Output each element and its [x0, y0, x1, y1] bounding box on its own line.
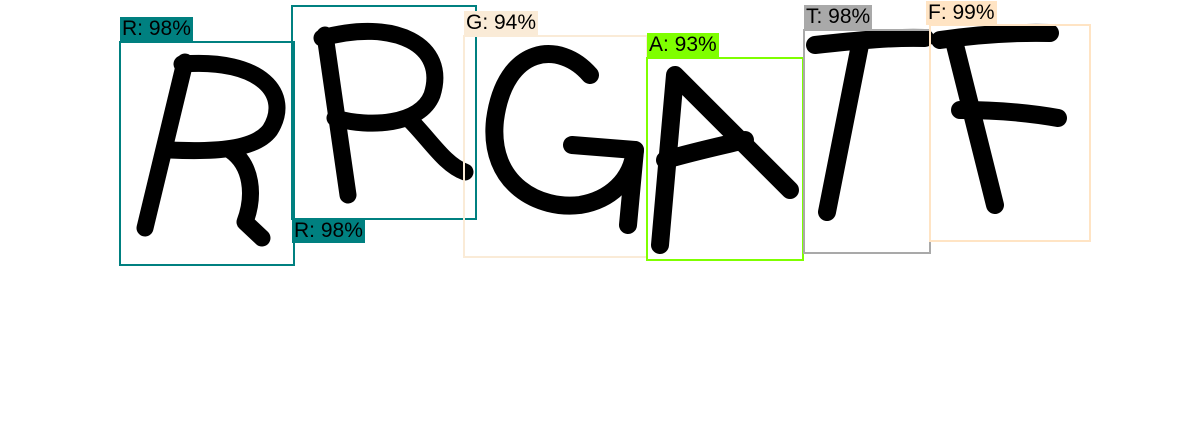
glyph-t — [806, 28, 934, 221]
bounding-box-r — [291, 5, 477, 220]
bounding-box-f — [929, 24, 1091, 242]
detection-label-g: G: 94% — [464, 11, 539, 35]
detection-label-f: F: 99% — [926, 1, 997, 25]
glyph-r-1 — [136, 53, 286, 247]
detection-label-a: A: 93% — [647, 33, 719, 57]
glyph-a — [651, 66, 799, 254]
detection-label-r: R: 98% — [120, 17, 193, 41]
glyph-g — [485, 45, 644, 234]
detection-label-t: T: 98% — [804, 5, 873, 29]
detection-label-r: R: 98% — [292, 219, 365, 243]
glyph-f — [931, 23, 1067, 214]
glyph-r-2 — [313, 22, 474, 204]
bounding-box-r — [119, 41, 295, 266]
